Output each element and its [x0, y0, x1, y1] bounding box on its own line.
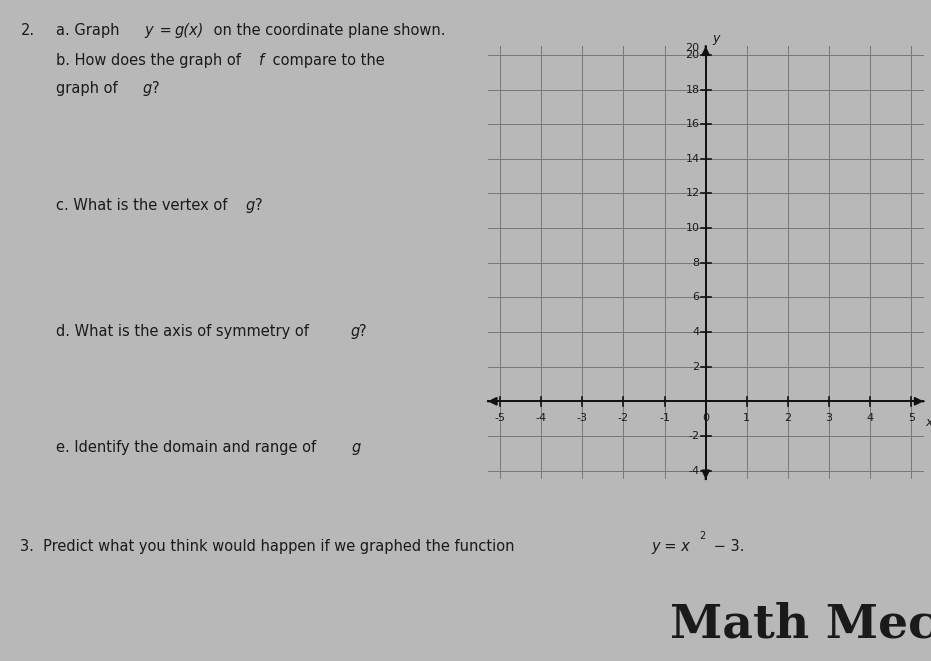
Text: ?: ?: [255, 198, 263, 214]
Text: 4: 4: [867, 413, 873, 424]
Text: 5: 5: [908, 413, 915, 424]
Text: ?: ?: [359, 324, 367, 339]
Text: 4: 4: [693, 327, 699, 337]
Text: 2: 2: [784, 413, 791, 424]
Text: − 3.: − 3.: [709, 539, 745, 554]
Text: c. What is the vertex of: c. What is the vertex of: [56, 198, 232, 214]
Text: e. Identify the domain and range of: e. Identify the domain and range of: [56, 440, 320, 455]
Text: 20: 20: [685, 43, 699, 53]
Text: graph of: graph of: [56, 81, 122, 96]
Text: 6: 6: [693, 292, 699, 302]
Text: compare to the: compare to the: [268, 53, 385, 68]
Text: 14: 14: [685, 154, 699, 164]
Text: -4: -4: [688, 465, 699, 475]
Text: 3: 3: [826, 413, 832, 424]
Text: -2: -2: [618, 413, 629, 424]
Text: -1: -1: [659, 413, 670, 424]
Text: 12: 12: [685, 188, 699, 198]
Text: 16: 16: [685, 119, 699, 129]
Text: b. How does the graph of: b. How does the graph of: [56, 53, 246, 68]
Text: 2.: 2.: [20, 23, 34, 38]
Text: 20: 20: [685, 50, 699, 60]
Text: g: g: [142, 81, 152, 96]
Text: y: y: [144, 23, 153, 38]
Text: -4: -4: [535, 413, 546, 424]
Text: d. What is the axis of symmetry of: d. What is the axis of symmetry of: [56, 324, 314, 339]
Text: a. Graph: a. Graph: [56, 23, 124, 38]
Text: -3: -3: [577, 413, 587, 424]
Text: g: g: [350, 324, 359, 339]
Text: y = x: y = x: [652, 539, 691, 554]
Text: -5: -5: [494, 413, 506, 424]
Text: on the coordinate plane shown.: on the coordinate plane shown.: [209, 23, 446, 38]
Text: 1: 1: [743, 413, 750, 424]
Text: f: f: [259, 53, 264, 68]
Text: 10: 10: [685, 223, 699, 233]
Text: ?: ?: [152, 81, 159, 96]
Text: 8: 8: [693, 258, 699, 268]
Text: -2: -2: [688, 431, 699, 441]
Text: =: =: [155, 23, 177, 38]
Text: 2: 2: [699, 531, 706, 541]
Text: y: y: [712, 32, 720, 44]
Text: g: g: [246, 198, 255, 214]
Text: 0: 0: [702, 413, 709, 424]
Text: g: g: [352, 440, 361, 455]
Text: 3.  Predict what you think would happen if we graphed the function: 3. Predict what you think would happen i…: [20, 539, 519, 554]
Text: 18: 18: [685, 85, 699, 95]
Text: x: x: [925, 416, 931, 429]
Text: g(x): g(x): [175, 23, 205, 38]
Text: 2: 2: [693, 362, 699, 371]
Text: Math Mec: Math Mec: [670, 602, 931, 648]
